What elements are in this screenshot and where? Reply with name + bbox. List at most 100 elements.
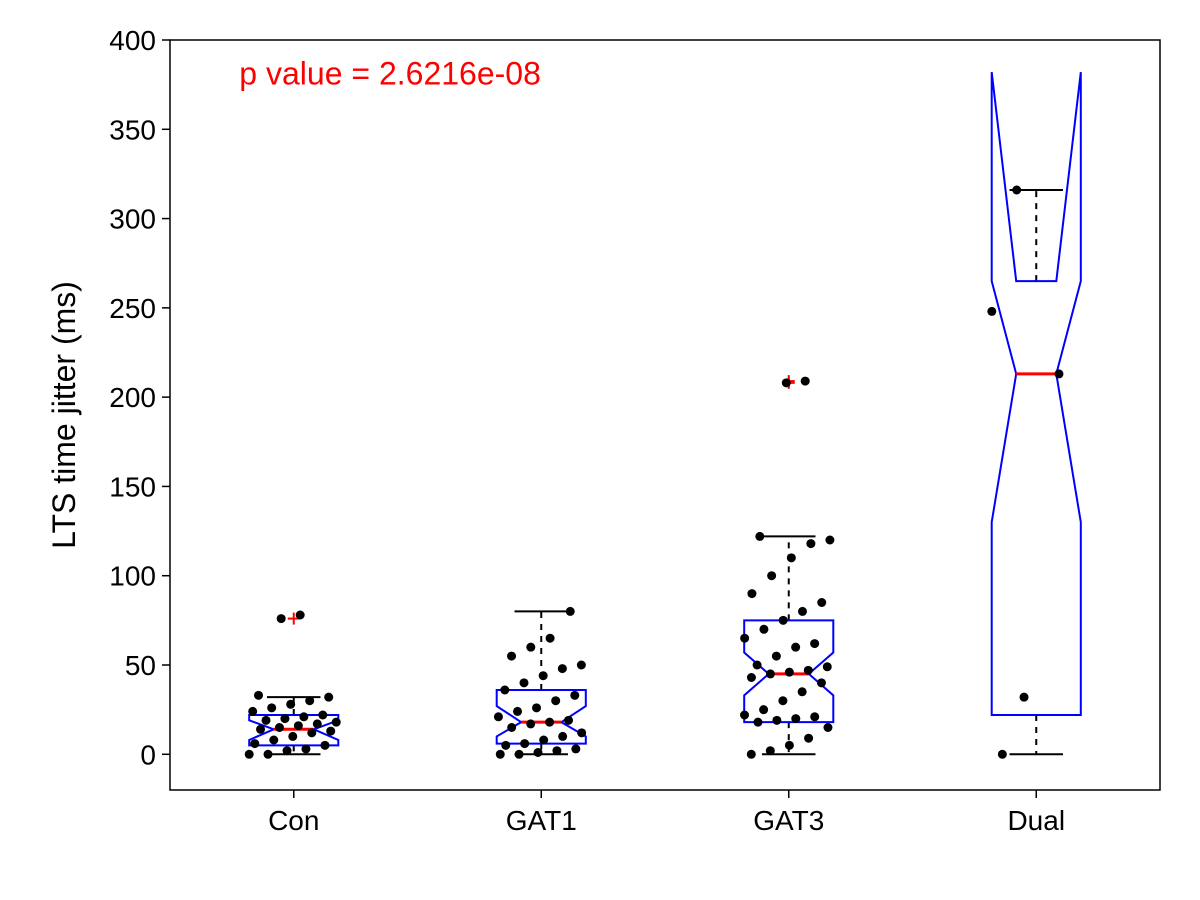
scatter-point xyxy=(254,691,263,700)
scatter-point xyxy=(782,378,791,387)
ytick-label: 250 xyxy=(109,293,156,324)
scatter-point xyxy=(823,723,832,732)
scatter-point xyxy=(526,719,535,728)
ytick-label: 200 xyxy=(109,382,156,413)
scatter-point xyxy=(823,662,832,671)
scatter-point xyxy=(286,700,295,709)
scatter-point xyxy=(810,712,819,721)
p-value-text: p value = 2.6216e-08 xyxy=(239,56,541,92)
scatter-point xyxy=(753,718,762,727)
scatter-point xyxy=(507,723,516,732)
scatter-point xyxy=(767,571,776,580)
scatter-point xyxy=(267,703,276,712)
y-axis-label: LTS time jitter (ms) xyxy=(46,281,82,549)
ytick-label: 100 xyxy=(109,561,156,592)
scatter-point xyxy=(539,736,548,745)
scatter-point xyxy=(759,625,768,634)
scatter-point xyxy=(299,712,308,721)
scatter-point xyxy=(785,741,794,750)
scatter-point xyxy=(256,725,265,734)
boxplot-chart: 050100150200250300350400LTS time jitter … xyxy=(0,0,1200,900)
scatter-point xyxy=(577,661,586,670)
scatter-point xyxy=(801,377,810,386)
scatter-point xyxy=(318,711,327,720)
scatter-point xyxy=(283,746,292,755)
scatter-point xyxy=(787,553,796,562)
scatter-point xyxy=(332,718,341,727)
scatter-point xyxy=(288,732,297,741)
scatter-point xyxy=(558,664,567,673)
scatter-point xyxy=(326,727,335,736)
scatter-point xyxy=(501,741,510,750)
scatter-point xyxy=(305,696,314,705)
scatter-point xyxy=(250,739,259,748)
scatter-point xyxy=(825,536,834,545)
scatter-point xyxy=(755,532,764,541)
scatter-point xyxy=(740,634,749,643)
scatter-point xyxy=(520,739,529,748)
scatter-point xyxy=(533,748,542,757)
scatter-point xyxy=(740,711,749,720)
scatter-point xyxy=(313,719,322,728)
ytick-label: 150 xyxy=(109,471,156,502)
scatter-point xyxy=(500,686,509,695)
scatter-point xyxy=(747,750,756,759)
scatter-point xyxy=(496,750,505,759)
scatter-point xyxy=(519,678,528,687)
ytick-label: 350 xyxy=(109,114,156,145)
scatter-point xyxy=(747,589,756,598)
scatter-point xyxy=(817,598,826,607)
scatter-point xyxy=(804,666,813,675)
xtick-label: GAT3 xyxy=(753,805,824,836)
scatter-point xyxy=(558,732,567,741)
scatter-point xyxy=(277,614,286,623)
scatter-point xyxy=(810,639,819,648)
scatter-point xyxy=(998,750,1007,759)
scatter-point xyxy=(545,718,554,727)
scatter-point xyxy=(747,673,756,682)
scatter-point xyxy=(532,703,541,712)
xtick-label: Con xyxy=(268,805,319,836)
scatter-point xyxy=(526,643,535,652)
scatter-point xyxy=(779,616,788,625)
ytick-label: 0 xyxy=(140,739,156,770)
scatter-point xyxy=(552,746,561,755)
scatter-point xyxy=(515,750,524,759)
xtick-label: GAT1 xyxy=(506,805,577,836)
scatter-point xyxy=(551,696,560,705)
scatter-point xyxy=(301,744,310,753)
scatter-point xyxy=(806,539,815,548)
ytick-label: 400 xyxy=(109,25,156,56)
scatter-point xyxy=(546,634,555,643)
scatter-point xyxy=(264,750,273,759)
scatter-point xyxy=(566,607,575,616)
scatter-point xyxy=(987,307,996,316)
scatter-point xyxy=(759,705,768,714)
scatter-point xyxy=(571,744,580,753)
scatter-point xyxy=(320,741,329,750)
scatter-point xyxy=(577,728,586,737)
scatter-point xyxy=(570,691,579,700)
scatter-point xyxy=(245,750,254,759)
scatter-point xyxy=(539,671,548,680)
scatter-point xyxy=(296,611,305,620)
scatter-point xyxy=(772,652,781,661)
scatter-point xyxy=(269,736,278,745)
scatter-point xyxy=(248,707,257,716)
scatter-point xyxy=(280,714,289,723)
scatter-point xyxy=(564,716,573,725)
scatter-point xyxy=(798,687,807,696)
scatter-point xyxy=(275,723,284,732)
scatter-point xyxy=(791,643,800,652)
scatter-point xyxy=(513,707,522,716)
scatter-point xyxy=(817,678,826,687)
scatter-point xyxy=(778,696,787,705)
xtick-label: Dual xyxy=(1007,805,1065,836)
scatter-point xyxy=(766,669,775,678)
scatter-point xyxy=(753,661,762,670)
ytick-label: 50 xyxy=(125,650,156,681)
scatter-point xyxy=(307,728,316,737)
scatter-point xyxy=(1020,693,1029,702)
scatter-point xyxy=(798,607,807,616)
scatter-point xyxy=(791,714,800,723)
